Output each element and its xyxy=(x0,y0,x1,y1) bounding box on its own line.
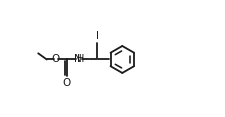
Text: H: H xyxy=(77,54,84,64)
Text: N: N xyxy=(74,54,81,64)
Text: O: O xyxy=(63,78,71,88)
Text: O: O xyxy=(52,55,60,64)
Text: I: I xyxy=(96,31,99,41)
